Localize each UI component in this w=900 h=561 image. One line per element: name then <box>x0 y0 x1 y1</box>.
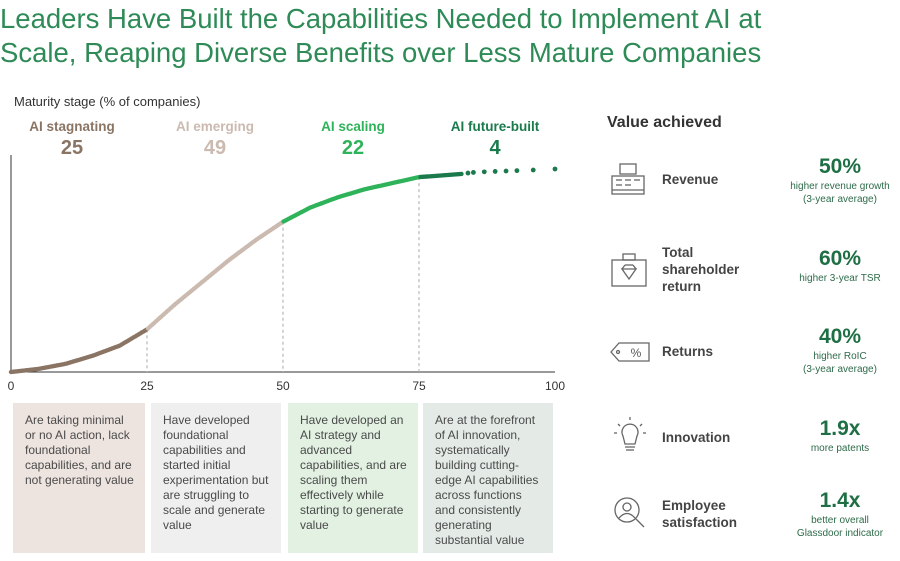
x-axis-ticks: 0 25 50 75 100 <box>8 379 566 393</box>
stage-emerging-name: AI emerging <box>175 119 254 134</box>
percent-tag-icon: % <box>610 342 650 362</box>
returns-label: Returns <box>662 343 713 360</box>
stage-emerging-pct: 49 <box>203 137 227 159</box>
data-point-future-built <box>465 170 471 176</box>
data-point-future-built <box>552 166 558 172</box>
employee-label-line-1: Employee <box>662 498 726 513</box>
innovation-value: 1.9x <box>819 417 861 440</box>
innovation-label-line: Innovation <box>662 430 731 445</box>
tsr-stat: 60% higher 3-year TSR <box>785 246 895 285</box>
stage-stagnating-header: AI stagnating 25 <box>7 118 137 160</box>
data-point-future-built <box>471 170 476 175</box>
data-point-future-built <box>481 169 487 175</box>
employee-label: Employee satisfaction <box>662 497 737 531</box>
data-point-future-built <box>492 169 498 174</box>
page-title: Leaders Have Built the Capabilities Need… <box>0 2 800 70</box>
innovation-sub-1: more patents <box>810 443 870 454</box>
employee-sub-1: better overall <box>811 515 869 526</box>
stage-emerging-header: AI emerging 49 <box>150 118 280 160</box>
revenue-label: Revenue <box>662 171 718 188</box>
value-row-innovation: Innovation 1.9x more patents <box>607 408 900 468</box>
tsr-label: Total shareholder return <box>662 244 739 295</box>
returns-sub-2: (3-year average) <box>803 364 877 375</box>
revenue-value: 50% <box>818 155 862 178</box>
tsr-sub-1: higher 3-year TSR <box>799 273 881 284</box>
data-point-future-built <box>514 168 520 174</box>
value-row-tsr: Total shareholder return 60% higher 3-ye… <box>607 240 900 300</box>
stage-scaling-name: AI scaling <box>321 119 385 134</box>
employee-sub-2: Glassdoor indicator <box>796 528 884 539</box>
svg-text:%: % <box>631 346 642 360</box>
innovation-label: Innovation <box>662 429 730 446</box>
tsr-label-line-3: return <box>662 279 702 294</box>
title-line-1: Leaders Have Built the Capabilities Need… <box>0 3 762 34</box>
revenue-stat: 50% higher revenue growth (3-year averag… <box>785 154 895 206</box>
revenue-label-line: Revenue <box>662 172 719 187</box>
stage-stagnating-pct: 25 <box>60 137 84 159</box>
briefcase-diamond-icon <box>611 253 647 287</box>
stage-scaling-description: Have developed an AI strategy and advanc… <box>288 403 418 553</box>
x-tick-label: 50 <box>276 379 290 393</box>
employee-label-line-2: satisfaction <box>662 515 738 530</box>
x-tick-label: 25 <box>140 379 154 393</box>
lightbulb-icon <box>614 417 646 451</box>
title-line-2: Scale, Reaping Diverse Benefits over Les… <box>0 37 762 68</box>
revenue-sub-1: higher revenue growth <box>790 181 890 192</box>
returns-value: 40% <box>818 325 862 348</box>
x-tick-label: 0 <box>8 379 15 393</box>
revenue-sub-2: (3-year average) <box>803 194 877 205</box>
stage-futurebuilt-header: AI future-built 4 <box>430 118 560 160</box>
returns-sub-1: higher RoIC <box>813 351 867 362</box>
maturity-curve <box>8 166 558 375</box>
innovation-stat: 1.9x more patents <box>785 416 895 455</box>
stage-futurebuilt-pct: 4 <box>489 137 501 159</box>
maturity-chart: 0 25 50 75 100 <box>8 155 566 393</box>
tsr-value: 60% <box>818 247 862 270</box>
x-tick-label: 75 <box>412 379 426 393</box>
data-point <box>459 171 464 177</box>
tsr-label-line-1: Total <box>662 245 694 260</box>
returns-label-line: Returns <box>662 344 714 359</box>
person-search-icon <box>614 497 645 528</box>
stage-stagnating-name: AI stagnating <box>29 119 115 134</box>
value-row-revenue: Revenue 50% higher revenue growth (3-yea… <box>607 150 900 210</box>
stage-futurebuilt-name: AI future-built <box>450 119 540 134</box>
x-tick-label: 100 <box>545 379 565 393</box>
value-achieved-title: Value achieved <box>607 114 722 131</box>
y-axis-label: Maturity stage (% of companies) <box>14 94 201 109</box>
stage-scaling-pct: 22 <box>341 137 365 159</box>
stage-boundary-guides <box>146 177 420 372</box>
stage-emerging-description: Have developed foundational capabilities… <box>151 403 281 553</box>
data-point-future-built <box>503 168 509 174</box>
employee-stat: 1.4x better overall Glassdoor indicator <box>785 488 895 540</box>
value-row-employee: Employee satisfaction 1.4x better overal… <box>607 484 900 544</box>
value-row-returns: % Returns 40% higher RoIC (3-year averag… <box>607 322 900 382</box>
data-point-future-built <box>530 167 536 173</box>
stage-stagnating-description: Are taking minimal or no AI action, lack… <box>13 403 145 553</box>
returns-stat: 40% higher RoIC (3-year average) <box>785 324 895 376</box>
stage-scaling-header: AI scaling 22 <box>288 118 418 160</box>
tsr-label-line-2: shareholder <box>662 262 740 277</box>
cash-register-icon <box>611 163 645 195</box>
stage-futurebuilt-description: Are at the forefront of AI innovation, s… <box>423 403 553 553</box>
employee-value: 1.4x <box>819 489 861 512</box>
